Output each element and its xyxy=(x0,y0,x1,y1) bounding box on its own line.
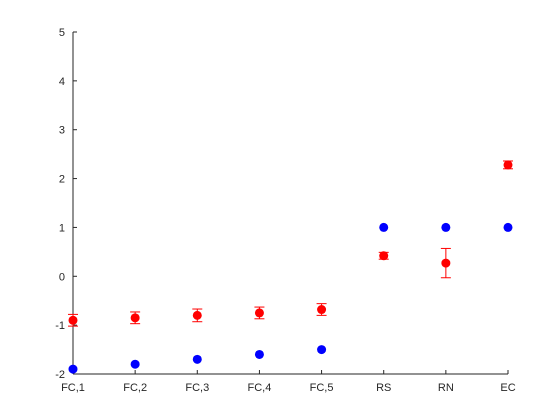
data-point xyxy=(68,315,78,325)
y-tick-label: 2 xyxy=(59,174,65,186)
data-point xyxy=(441,222,451,232)
data-point xyxy=(68,364,78,374)
data-point xyxy=(317,305,327,315)
y-tick-label: 4 xyxy=(59,76,65,88)
data-point xyxy=(441,258,451,268)
data-point xyxy=(503,160,513,170)
x-tick-label: FC,3 xyxy=(185,382,209,394)
data-point xyxy=(192,310,202,320)
x-axis: FC,1 FC,2 FC,3 FC,4 FC,5 RS RN EC xyxy=(61,370,516,394)
data-point xyxy=(254,308,264,318)
series-2 xyxy=(68,160,513,327)
x-tick-label: FC,4 xyxy=(248,382,272,394)
data-point xyxy=(130,313,140,323)
y-tick-label: 5 xyxy=(59,27,65,39)
x-tick-label: FC,2 xyxy=(123,382,147,394)
y-tick-label: 0 xyxy=(59,271,65,283)
y-tick-label: -1 xyxy=(55,320,65,332)
data-point xyxy=(254,349,264,359)
x-tick-label: FC,1 xyxy=(61,382,85,394)
y-tick-label: 1 xyxy=(59,222,65,234)
y-axis: -2 -1 0 1 2 3 4 5 xyxy=(55,27,77,381)
data-point xyxy=(503,222,513,232)
data-point xyxy=(192,354,202,364)
y-tick-label: -2 xyxy=(55,369,65,381)
x-tick-label: RS xyxy=(376,382,391,394)
series-1 xyxy=(68,222,513,374)
data-point xyxy=(317,345,327,355)
x-tick-label: FC,5 xyxy=(310,382,334,394)
data-point xyxy=(130,359,140,369)
data-point xyxy=(379,222,389,232)
series-layer xyxy=(68,160,513,374)
x-tick-label: RN xyxy=(438,382,454,394)
x-tick-label: EC xyxy=(500,382,515,394)
data-point xyxy=(379,251,389,261)
y-tick-label: 3 xyxy=(59,125,65,137)
